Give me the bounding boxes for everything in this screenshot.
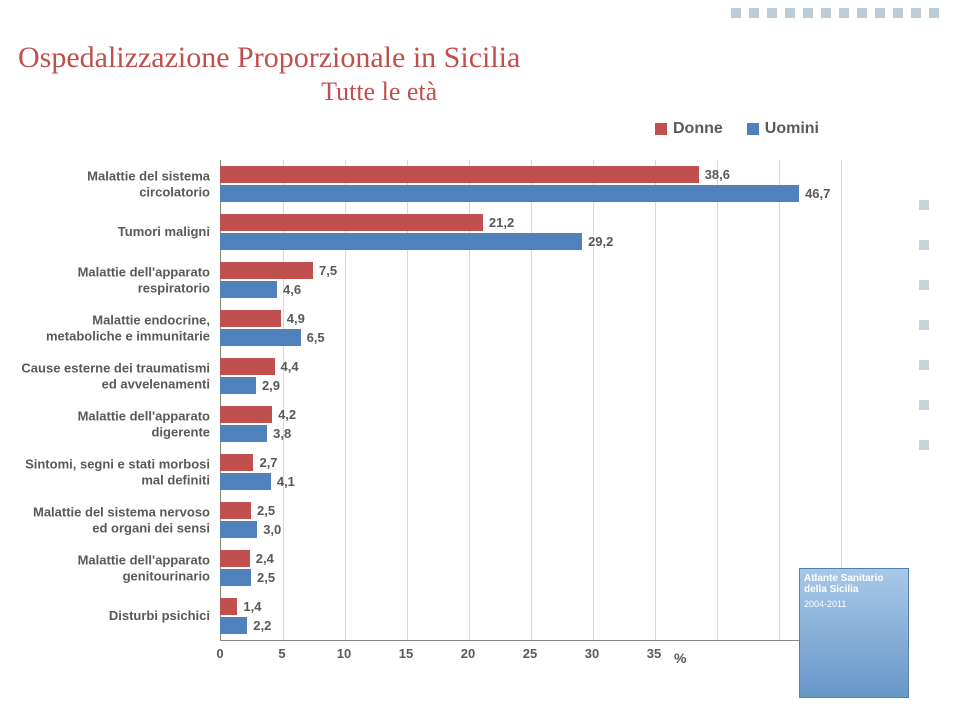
x-tick-label: 15: [399, 646, 413, 661]
chart-title-block: Ospedalizzazione Proporzionale in Sicili…: [18, 40, 520, 107]
legend-swatch-donne: [655, 123, 667, 135]
bar-donne: [220, 454, 253, 471]
category-label: Tumori maligni: [10, 224, 210, 240]
value-label-uomini: 6,5: [301, 329, 325, 346]
category-label: Malattie del sistemacircolatorio: [10, 168, 210, 199]
category-label: Malattie endocrine,metaboliche e immunit…: [10, 312, 210, 343]
x-axis-title: %: [674, 650, 686, 666]
category-label: Malattie dell'apparatodigerente: [10, 408, 210, 439]
category-label: Cause esterne dei traumatismied avvelena…: [10, 360, 210, 391]
legend: Donne Uomini: [655, 120, 819, 138]
bar-donne: [220, 406, 272, 423]
bar-uomini: [220, 473, 271, 490]
value-label-uomini: 2,2: [247, 617, 271, 634]
bar-donne: [220, 598, 237, 615]
value-label-donne: 21,2: [483, 214, 514, 231]
legend-label-uomini: Uomini: [765, 120, 819, 138]
category-group: Sintomi, segni e stati morbosimal defini…: [220, 450, 840, 494]
category-label: Sintomi, segni e stati morbosimal defini…: [10, 456, 210, 487]
value-label-uomini: 3,8: [267, 425, 291, 442]
category-label: Malattie dell'apparatorespiratorio: [10, 264, 210, 295]
value-label-donne: 1,4: [237, 598, 261, 615]
legend-item-donne: Donne: [655, 120, 723, 138]
bar-donne: [220, 550, 250, 567]
x-tick-label: 25: [523, 646, 537, 661]
x-tick-label: 20: [461, 646, 475, 661]
category-group: Malattie del sistemacircolatorio38,646,7: [220, 162, 840, 206]
bar-uomini: [220, 233, 582, 250]
bar-uomini: [220, 377, 256, 394]
value-label-uomini: 2,5: [251, 569, 275, 586]
bar-donne: [220, 166, 699, 183]
atlas-title-2: della Sicilia: [804, 584, 904, 595]
decorative-squares-top: [459, 0, 959, 48]
category-label: Disturbi psichici: [10, 608, 210, 624]
x-tick-label: 30: [585, 646, 599, 661]
atlas-title-1: Atlante Sanitario: [804, 573, 904, 584]
atlas-card: Atlante Sanitario della Sicilia 2004-201…: [799, 568, 909, 698]
bar-uomini: [220, 569, 251, 586]
chart-area: Malattie del sistemacircolatorio 38,6 46,7…: [0, 160, 900, 680]
category-group: Disturbi psichici1,42,2: [220, 594, 840, 638]
value-label-uomini: 4,6: [277, 281, 301, 298]
value-label-donne: 38,6: [699, 166, 730, 183]
value-label-uomini: 2,9: [256, 377, 280, 394]
category-label: Malattie del sistema nervosoed organi de…: [10, 504, 210, 535]
category-group: Malattie endocrine,metaboliche e immunit…: [220, 306, 840, 350]
atlas-years: 2004-2011: [804, 599, 904, 609]
value-label-donne: 2,4: [250, 550, 274, 567]
value-label-donne: 2,7: [253, 454, 277, 471]
value-label-donne: 2,5: [251, 502, 275, 519]
value-label-donne: 7,5: [313, 262, 337, 279]
bar-donne: [220, 310, 281, 327]
decorative-squares-right: [919, 200, 949, 450]
category-group: Malattie dell'apparatorespiratorio7,54,6: [220, 258, 840, 302]
bar-donne: [220, 214, 483, 231]
x-axis: 051015202530350%: [220, 646, 840, 676]
bar-uomini: [220, 521, 257, 538]
x-tick-label: 5: [278, 646, 285, 661]
category-group: Malattie dell'apparatogenitourinario2,42…: [220, 546, 840, 590]
value-label-uomini: 46,7: [799, 185, 830, 202]
chart-title: Ospedalizzazione Proporzionale in Sicili…: [18, 40, 520, 76]
bar-uomini: [220, 185, 799, 202]
category-group: Malattie del sistema nervosoed organi de…: [220, 498, 840, 542]
bar-donne: [220, 358, 275, 375]
category-group: Malattie dell'apparatodigerente4,23,8: [220, 402, 840, 446]
chart-subtitle: Tutte le età: [18, 76, 520, 107]
bar-donne: [220, 262, 313, 279]
legend-swatch-uomini: [747, 123, 759, 135]
value-label-uomini: 29,2: [582, 233, 613, 250]
value-label-uomini: 4,1: [271, 473, 295, 490]
value-label-donne: 4,2: [272, 406, 296, 423]
x-tick-label: 10: [337, 646, 351, 661]
category-group: Cause esterne dei traumatismied avvelena…: [220, 354, 840, 398]
value-label-uomini: 3,0: [257, 521, 281, 538]
value-label-donne: 4,4: [275, 358, 299, 375]
legend-item-uomini: Uomini: [747, 120, 819, 138]
category-group: Tumori maligni21,229,2: [220, 210, 840, 254]
legend-label-donne: Donne: [673, 120, 723, 138]
bar-donne: [220, 502, 251, 519]
bar-uomini: [220, 425, 267, 442]
x-tick-label: 35: [647, 646, 661, 661]
value-label-donne: 4,9: [281, 310, 305, 327]
bar-uomini: [220, 281, 277, 298]
x-tick-label: 0: [216, 646, 223, 661]
bar-uomini: [220, 329, 301, 346]
category-label: Malattie dell'apparatogenitourinario: [10, 552, 210, 583]
bar-uomini: [220, 617, 247, 634]
